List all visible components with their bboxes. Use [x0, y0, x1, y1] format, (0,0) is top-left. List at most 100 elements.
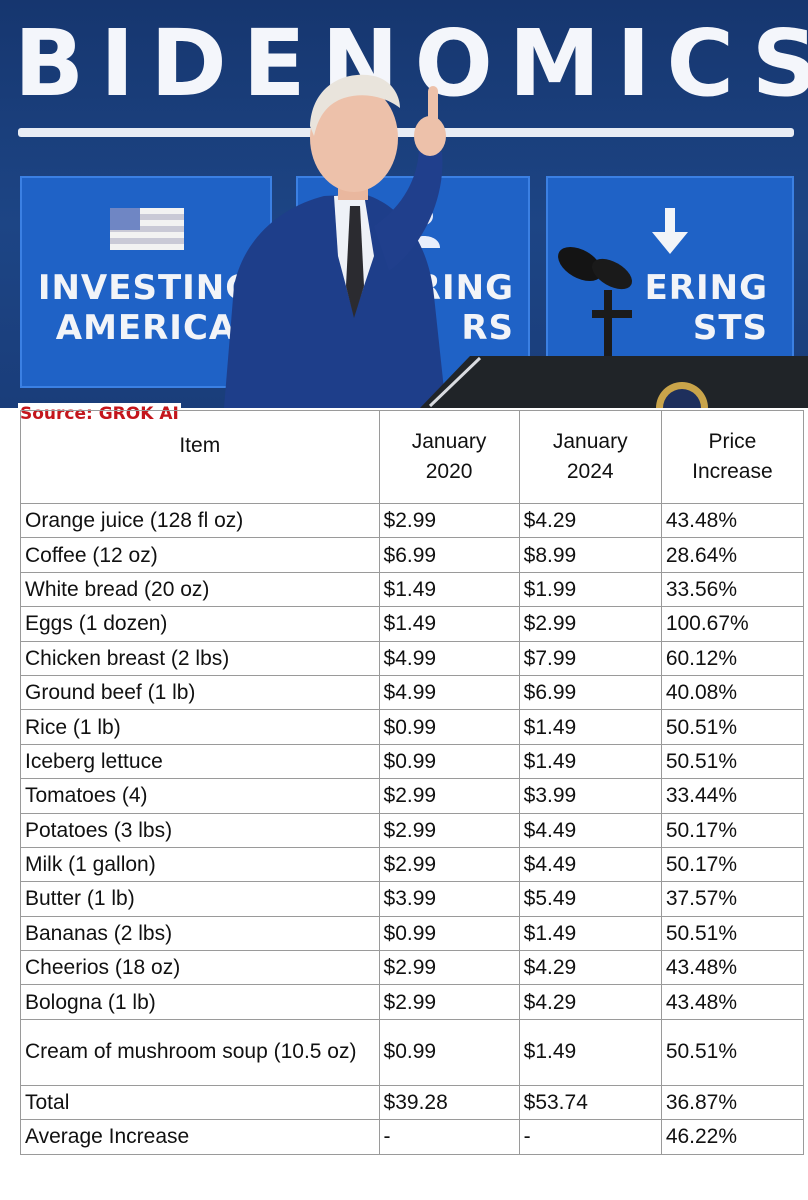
cell-jan-2024: $53.74	[518, 1084, 662, 1121]
cell-jan-2024: $4.29	[518, 984, 662, 1020]
table-row: Bologna (1 lb) $2.99 $4.29 43.48%	[20, 984, 805, 1020]
cell-item: Iceberg lettuce	[20, 743, 380, 780]
table-header-row: Item January 2020 January 2024 Price Inc…	[20, 410, 805, 504]
header-jan-2024: January 2024	[518, 410, 662, 504]
cell-jan-2020: $2.99	[378, 502, 520, 539]
cell-jan-2024: $3.99	[518, 778, 662, 814]
us-flag-icon	[110, 208, 184, 250]
table-row: Eggs (1 dozen) $1.49 $2.99 100.67%	[20, 606, 805, 642]
cell-increase: 43.48%	[660, 502, 805, 539]
banner-title: BIDENOMICS	[14, 10, 808, 117]
cell-item: Average Increase	[20, 1119, 380, 1155]
cell-item: Coffee (12 oz)	[20, 537, 380, 573]
microphone	[558, 246, 632, 370]
cell-increase: 33.56%	[660, 571, 805, 608]
cell-item: Chicken breast (2 lbs)	[20, 640, 380, 676]
cell-increase: 50.51%	[660, 1018, 805, 1086]
cell-jan-2024: $2.99	[518, 606, 662, 642]
cell-jan-2024: $4.49	[518, 812, 662, 848]
cell-jan-2020: $2.99	[378, 950, 520, 986]
cell-increase: 36.87%	[660, 1084, 805, 1121]
banner-photo: BIDENOMICS INVESTING AMERICA RING RS ERI…	[0, 0, 808, 408]
cell-item: Rice (1 lb)	[20, 709, 380, 745]
cell-jan-2020: $6.99	[378, 537, 520, 573]
cell-jan-2020: $2.99	[378, 778, 520, 814]
cell-jan-2024: $1.49	[518, 709, 662, 745]
cell-jan-2020: $2.99	[378, 812, 520, 848]
cell-jan-2020: $2.99	[378, 984, 520, 1020]
cell-jan-2024: $4.49	[518, 846, 662, 883]
cell-jan-2024: -	[518, 1119, 662, 1155]
cell-jan-2020: $39.28	[378, 1084, 520, 1121]
table-row: Coffee (12 oz) $6.99 $8.99 28.64%	[20, 537, 805, 573]
cell-jan-2024: $6.99	[518, 674, 662, 711]
header-price-increase: Price Increase	[660, 410, 805, 504]
cell-item: Bananas (2 lbs)	[20, 915, 380, 952]
header-jan-2020: January 2020	[378, 410, 520, 504]
cell-item: Ground beef (1 lb)	[20, 674, 380, 711]
banner-panel-lowering: ERING STS	[546, 176, 794, 388]
header-item: Item	[20, 410, 380, 504]
cell-increase: 40.08%	[660, 674, 805, 711]
title-underline	[18, 128, 794, 137]
cell-jan-2020: $1.49	[378, 571, 520, 608]
table-row: Butter (1 lb) $3.99 $5.49 37.57%	[20, 881, 805, 917]
down-arrow-icon	[652, 208, 688, 254]
table-row: Rice (1 lb) $0.99 $1.49 50.51%	[20, 709, 805, 745]
table-row: Ground beef (1 lb) $4.99 $6.99 40.08%	[20, 674, 805, 711]
cell-jan-2024: $1.49	[518, 1018, 662, 1086]
cell-increase: 33.44%	[660, 778, 805, 814]
cell-item: Milk (1 gallon)	[20, 846, 380, 883]
cell-item: Potatoes (3 lbs)	[20, 812, 380, 848]
cell-jan-2020: -	[378, 1119, 520, 1155]
cell-jan-2020: $4.99	[378, 674, 520, 711]
table-row: Cream of mushroom soup (10.5 oz) $0.99 $…	[20, 1018, 805, 1086]
cell-jan-2024: $7.99	[518, 640, 662, 676]
header-item-label: Item	[179, 434, 221, 457]
table-row: Tomatoes (4) $2.99 $3.99 33.44%	[20, 778, 805, 814]
cell-item: White bread (20 oz)	[20, 571, 380, 608]
table-row: Milk (1 gallon) $2.99 $4.49 50.17%	[20, 846, 805, 883]
speaker-figure	[224, 74, 446, 408]
table-row: Iceberg lettuce $0.99 $1.49 50.51%	[20, 743, 805, 780]
table-row-total: Total $39.28 $53.74 36.87%	[20, 1084, 805, 1121]
cell-increase: 37.57%	[660, 881, 805, 917]
cell-increase: 60.12%	[660, 640, 805, 676]
cell-increase: 43.48%	[660, 984, 805, 1020]
cell-jan-2024: $1.49	[518, 915, 662, 952]
cell-jan-2020: $0.99	[378, 709, 520, 745]
table-row: Potatoes (3 lbs) $2.99 $4.49 50.17%	[20, 812, 805, 848]
cell-jan-2020: $3.99	[378, 881, 520, 917]
cell-item: Eggs (1 dozen)	[20, 606, 380, 642]
table-row: Bananas (2 lbs) $0.99 $1.49 50.51%	[20, 915, 805, 952]
cell-jan-2024: $1.99	[518, 571, 662, 608]
cell-item: Butter (1 lb)	[20, 881, 380, 917]
cell-increase: 50.17%	[660, 812, 805, 848]
cell-increase: 46.22%	[660, 1119, 805, 1155]
cell-increase: 50.51%	[660, 743, 805, 780]
cell-jan-2020: $1.49	[378, 606, 520, 642]
panel-label: ERING STS	[644, 268, 768, 348]
table-row: Cheerios (18 oz) $2.99 $4.29 43.48%	[20, 950, 805, 986]
podium	[420, 356, 808, 408]
cell-increase: 43.48%	[660, 950, 805, 986]
cell-item: Cream of mushroom soup (10.5 oz)	[20, 1018, 380, 1086]
cell-jan-2020: $0.99	[378, 915, 520, 952]
cell-increase: 100.67%	[660, 606, 805, 642]
cell-jan-2024: $8.99	[518, 537, 662, 573]
cell-increase: 50.51%	[660, 915, 805, 952]
price-table: Item January 2020 January 2024 Price Inc…	[20, 410, 805, 1155]
cell-jan-2024: $4.29	[518, 502, 662, 539]
panel-label: INVESTING AMERICA	[37, 268, 255, 348]
cell-item: Cheerios (18 oz)	[20, 950, 380, 986]
table-row: White bread (20 oz) $1.49 $1.99 33.56%	[20, 571, 805, 608]
cell-increase: 28.64%	[660, 537, 805, 573]
cell-jan-2024: $4.29	[518, 950, 662, 986]
table-row-average: Average Increase - - 46.22%	[20, 1119, 805, 1155]
cell-jan-2024: $1.49	[518, 743, 662, 780]
cell-item: Total	[20, 1084, 380, 1121]
cell-jan-2024: $5.49	[518, 881, 662, 917]
table-row: Orange juice (128 fl oz) $2.99 $4.29 43.…	[20, 502, 805, 539]
cell-jan-2020: $4.99	[378, 640, 520, 676]
cell-jan-2020: $2.99	[378, 846, 520, 883]
